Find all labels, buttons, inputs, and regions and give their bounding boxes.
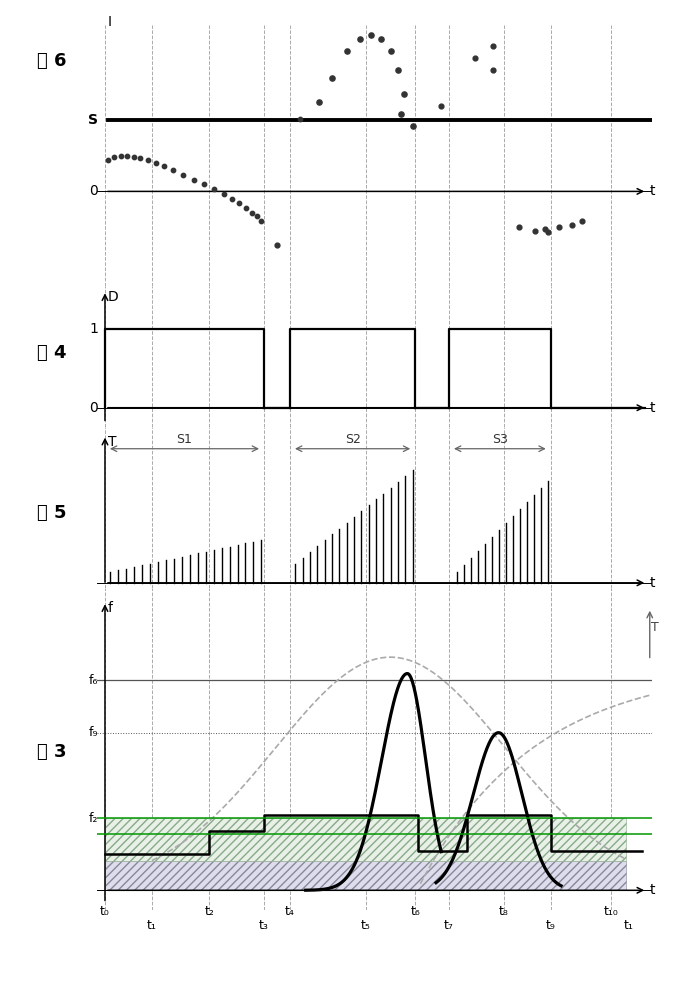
Text: t₄: t₄ — [285, 905, 295, 918]
Point — [102, 152, 113, 168]
Point — [470, 50, 481, 66]
Point — [198, 176, 210, 192]
Point — [407, 118, 418, 134]
Text: t₈: t₈ — [499, 905, 509, 918]
Point — [326, 70, 337, 86]
Point — [540, 221, 551, 237]
Point — [543, 224, 554, 240]
Text: t₁₀: t₁₀ — [603, 905, 618, 918]
Point — [150, 155, 161, 171]
Point — [514, 219, 525, 235]
Text: t₉: t₉ — [545, 919, 556, 932]
Point — [375, 31, 387, 47]
Point — [240, 200, 251, 216]
Point — [167, 162, 178, 178]
Point — [121, 148, 133, 164]
Text: t₆: t₆ — [410, 905, 420, 918]
Text: t: t — [650, 576, 655, 590]
Text: f₂: f₂ — [89, 812, 99, 825]
Point — [188, 172, 199, 188]
Point — [355, 31, 366, 47]
Point — [128, 149, 139, 165]
Text: 图 4: 图 4 — [37, 344, 67, 362]
Text: t₁: t₁ — [147, 919, 157, 932]
Text: T: T — [651, 621, 659, 634]
Point — [252, 208, 263, 224]
Point — [395, 106, 406, 122]
Text: f₆: f₆ — [89, 674, 99, 687]
Point — [271, 237, 282, 253]
Text: 0: 0 — [90, 401, 99, 415]
Text: S2: S2 — [345, 433, 361, 446]
Point — [342, 43, 353, 59]
Text: 1: 1 — [90, 322, 99, 336]
Point — [530, 223, 541, 239]
Point — [577, 213, 588, 229]
Point — [178, 167, 189, 183]
Text: 图 6: 图 6 — [37, 52, 67, 70]
Point — [135, 150, 146, 166]
Text: S1: S1 — [176, 433, 192, 446]
Point — [227, 191, 238, 207]
Text: 图 5: 图 5 — [37, 504, 67, 522]
Text: f₉: f₉ — [89, 726, 99, 739]
Text: 0: 0 — [90, 184, 99, 198]
Point — [115, 148, 126, 164]
Text: t₅: t₅ — [361, 919, 371, 932]
Text: t₇: t₇ — [444, 919, 454, 932]
Point — [398, 86, 409, 102]
Point — [234, 195, 245, 211]
Point — [392, 62, 403, 78]
Text: t₂: t₂ — [204, 905, 214, 918]
Text: t: t — [650, 184, 655, 198]
Text: t: t — [650, 401, 655, 415]
Text: t₃: t₃ — [259, 919, 269, 932]
Point — [158, 158, 169, 174]
Point — [553, 219, 564, 235]
Point — [566, 217, 577, 233]
Text: 图 3: 图 3 — [37, 743, 67, 761]
Text: T: T — [108, 435, 116, 449]
Point — [488, 62, 499, 78]
Point — [109, 149, 120, 165]
Point — [295, 111, 306, 127]
Text: D: D — [108, 290, 119, 304]
Point — [256, 213, 267, 229]
Text: I: I — [108, 15, 112, 29]
Point — [142, 152, 153, 168]
Point — [313, 94, 324, 110]
Point — [219, 186, 230, 202]
Point — [385, 43, 396, 59]
Point — [209, 181, 220, 197]
Text: t₁: t₁ — [624, 919, 634, 932]
Text: S3: S3 — [492, 433, 508, 446]
Text: f: f — [108, 601, 112, 615]
Point — [488, 38, 499, 54]
Text: S: S — [88, 113, 99, 127]
Point — [246, 205, 257, 221]
Point — [365, 27, 376, 43]
Text: t₀: t₀ — [100, 905, 110, 918]
Text: t: t — [650, 883, 655, 897]
Point — [436, 98, 447, 114]
